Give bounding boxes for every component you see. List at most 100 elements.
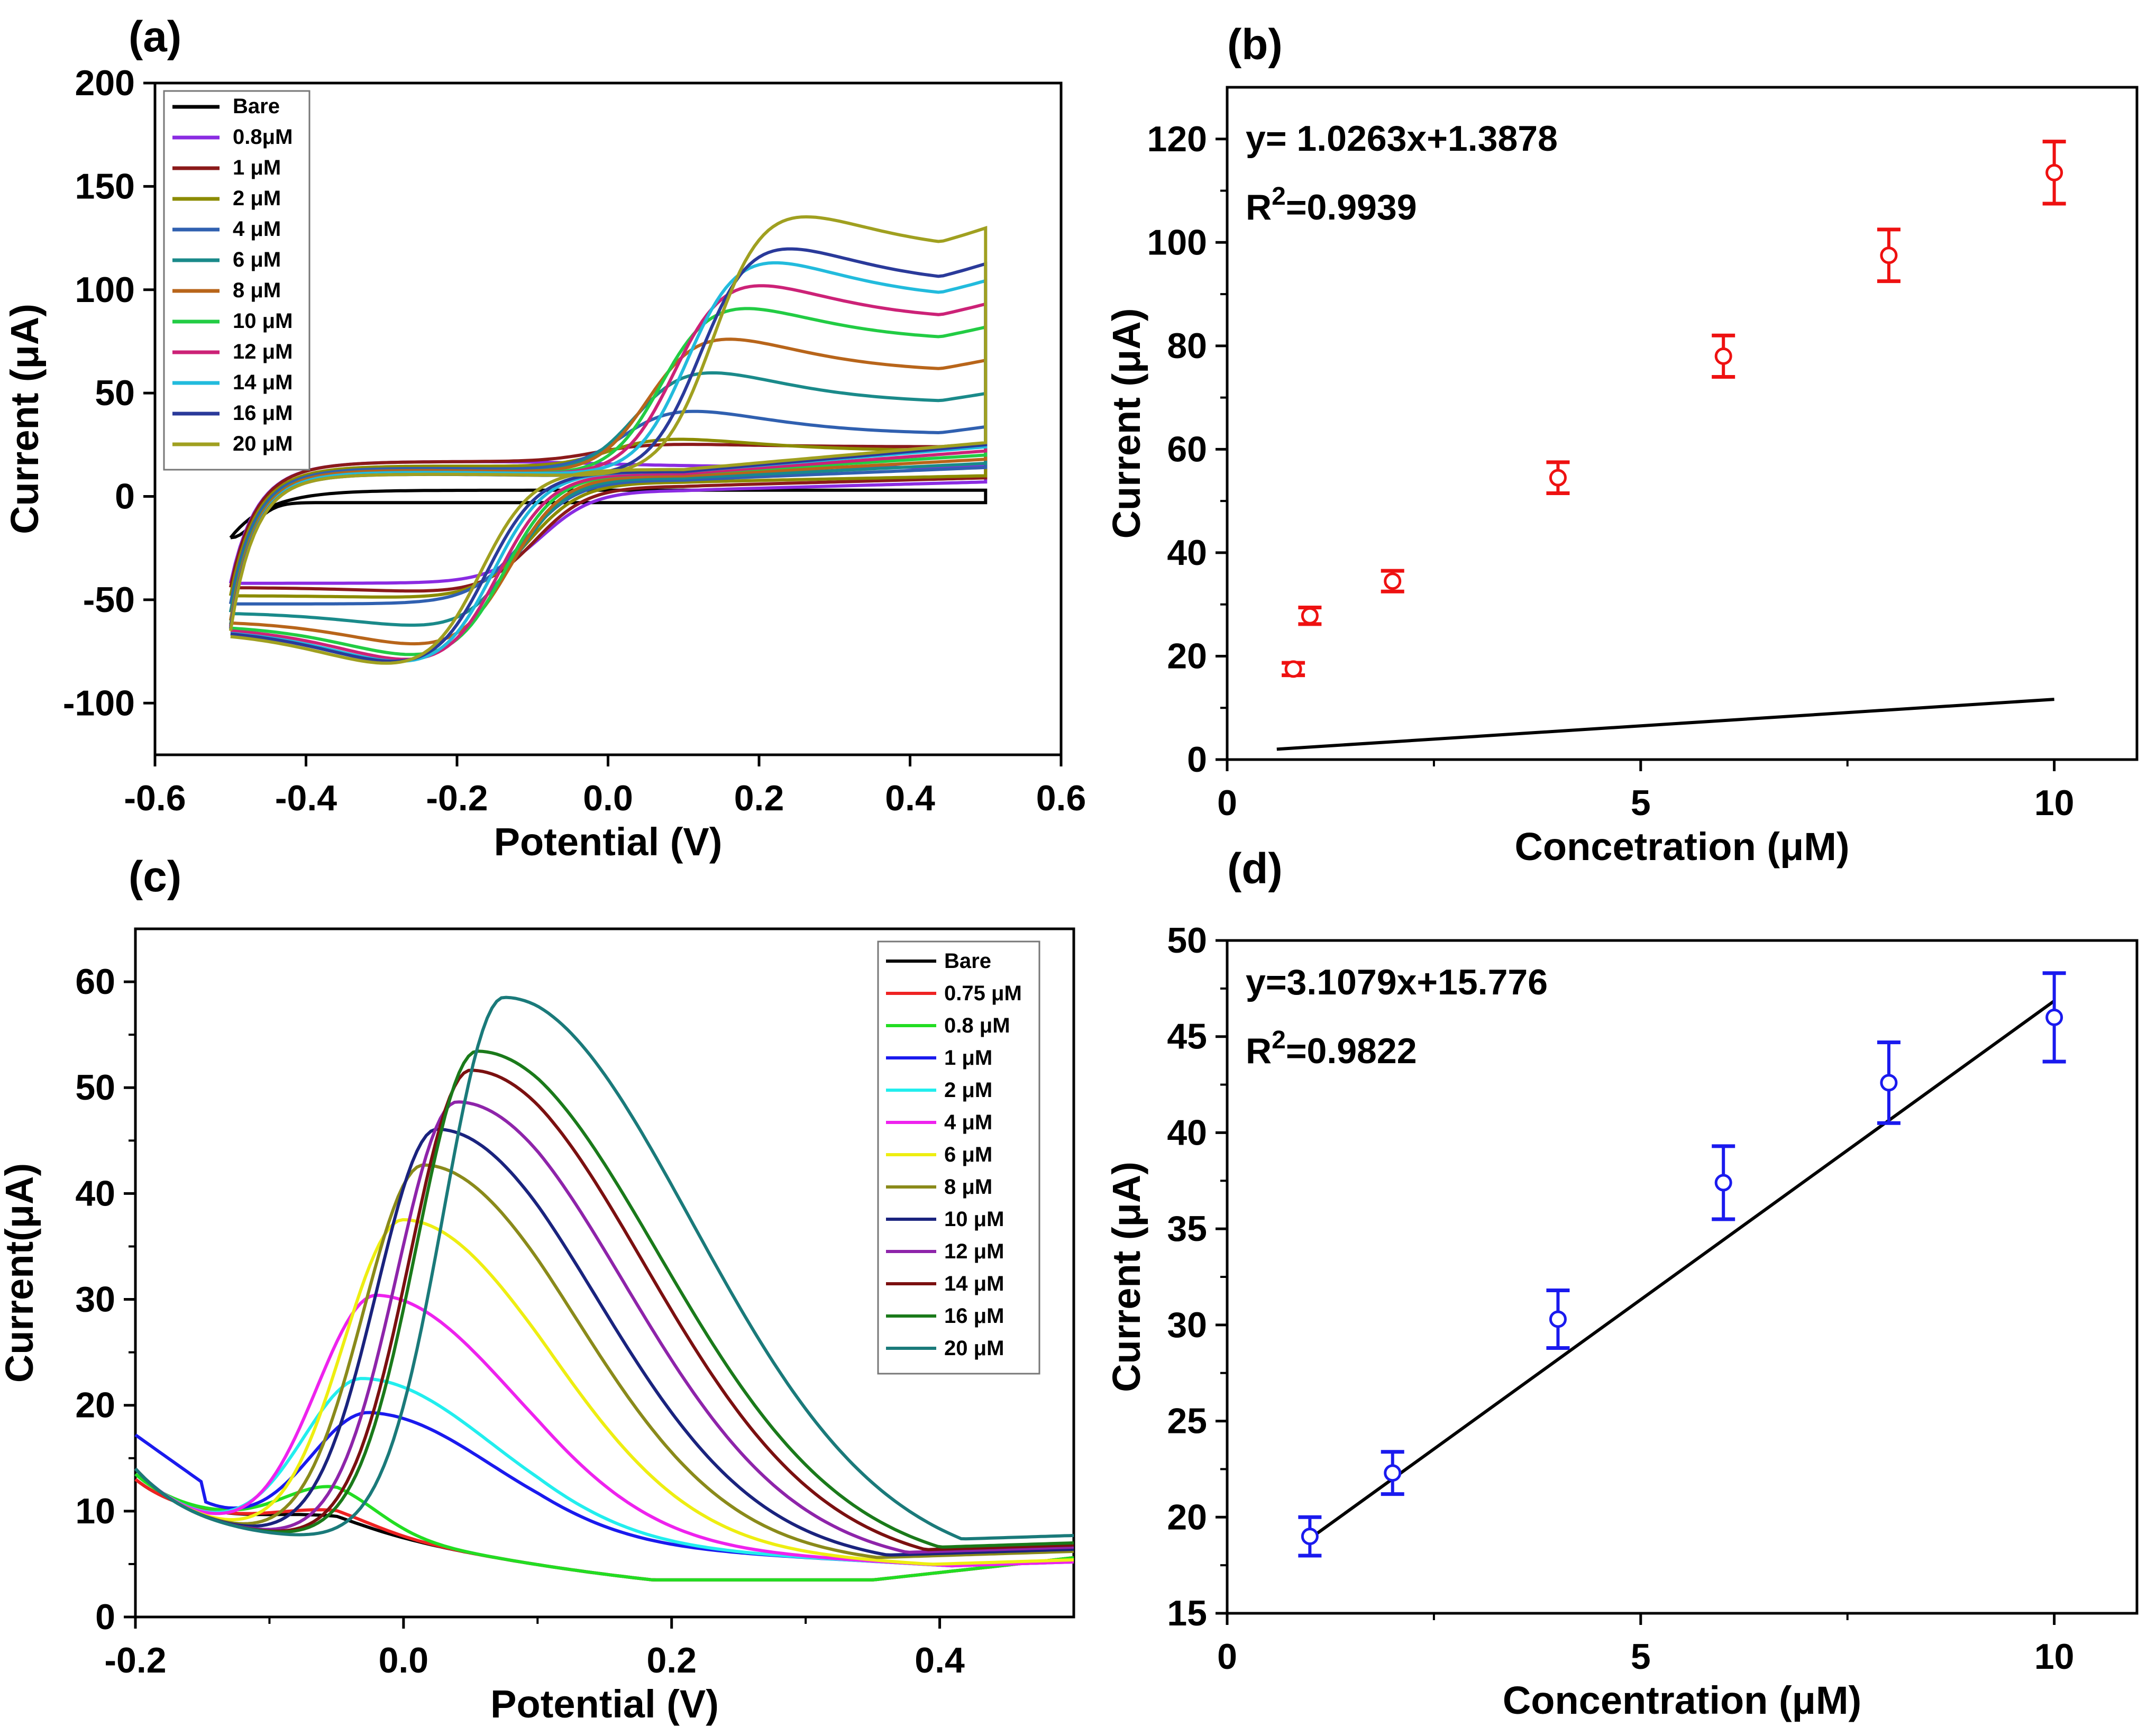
data-marker (2045, 163, 2063, 181)
dpv-curve (134, 1411, 1074, 1568)
dpv-curve (134, 1049, 1074, 1549)
y-tick-label: 200 (75, 63, 135, 103)
x-tick-label: 0.0 (379, 1640, 429, 1680)
panel-3: 0 5 10 15 20 25 30 35 40 45 50 Concentration (μM) Cu… (1104, 845, 2139, 1722)
legend-label: 20 μM (233, 432, 293, 455)
y-axis-label: Current(μA) (0, 1163, 41, 1383)
data-point-2 (1546, 1288, 1570, 1350)
data-point-1 (1298, 606, 1322, 626)
y-axis-label: Current (μA) (1104, 1162, 1148, 1392)
cv-curve (229, 371, 988, 627)
data-marker (1549, 469, 1567, 487)
y-tick-label: 60 (75, 962, 115, 1002)
y-tick-label: 0 (115, 477, 135, 517)
data-point-4 (1877, 1040, 1901, 1125)
data-marker (2045, 1008, 2063, 1026)
r-squared-superscript: 2 (1272, 1026, 1286, 1054)
y-tick-label: 25 (1167, 1401, 1207, 1441)
legend: Bare 0.75 μM 0.8 μM 1 μM 2 μM 4 μM 6 μM 8 μM 10 … (877, 940, 1040, 1375)
x-tick-label: 0.2 (646, 1640, 697, 1680)
data-point-3 (1546, 460, 1570, 495)
panel-0: -0.6 -0.4 -0.2 0.0 0.2 0.4 0.6 -100 -50 0 50 100 150… (3, 13, 1086, 864)
dpv-curve (134, 1127, 1074, 1557)
y-tick-label: 35 (1167, 1209, 1207, 1249)
y-tick-label: 20 (75, 1385, 115, 1426)
legend-label: 1 μM (233, 156, 281, 179)
fit-equation: y=3.1079x+15.776 (1246, 962, 1548, 1002)
y-tick-label: 0 (1187, 739, 1207, 780)
legend-label: 2 μM (233, 187, 281, 210)
r-squared-value: =0.9939 (1286, 187, 1417, 227)
x-tick-label: -0.2 (104, 1640, 166, 1680)
x-axis-label: Concetration (μM) (1514, 825, 1849, 869)
cv-curve (229, 409, 988, 606)
legend-frame (877, 940, 1040, 1375)
y-tick-label: 80 (1167, 326, 1207, 366)
r-squared: R2=0.9822 (1246, 1026, 1417, 1071)
r-squared-value: =0.9822 (1286, 1031, 1417, 1071)
legend-label: 4 μM (233, 217, 281, 241)
dpv-curve (134, 1163, 1074, 1559)
data-point-6 (2042, 140, 2066, 206)
legend-label: 20 μM (944, 1337, 1004, 1360)
data-marker (1549, 1310, 1567, 1328)
panel-2: -0.2 0.0 0.2 0.4 0 10 20 30 40 50 60 Potential (V) C… (0, 853, 1075, 1726)
y-tick-label: 50 (95, 373, 135, 413)
panel-label: (d) (1227, 845, 1283, 893)
x-axis-label: Potential (V) (490, 1682, 719, 1726)
legend-label: 6 μM (233, 248, 281, 271)
y-tick-label: 150 (75, 166, 135, 206)
x-axis-label: Potential (V) (494, 820, 723, 864)
data-point-2 (1381, 569, 1404, 593)
legend-label: 2 μM (944, 1079, 992, 1102)
legend-label: 0.8μM (233, 125, 293, 149)
legend-label: Bare (233, 95, 280, 118)
y-axis-label: Current (μA) (3, 304, 47, 534)
data-marker (1714, 347, 1732, 365)
plot-frame (1226, 86, 2139, 761)
x-tick-label: 10 (2034, 1637, 2075, 1677)
x-tick-label: 0.6 (1036, 778, 1086, 818)
x-tick-label: -0.6 (124, 778, 186, 818)
fit-equation: y= 1.0263x+1.3878 (1246, 118, 1558, 159)
legend-label: 4 μM (944, 1111, 992, 1134)
y-tick-label: 0 (95, 1597, 115, 1637)
r-squared-superscript: 2 (1272, 182, 1286, 211)
y-tick-label: 15 (1167, 1593, 1207, 1633)
data-marker (1301, 607, 1319, 625)
data-marker (1384, 572, 1402, 590)
legend-label: Bare (944, 949, 991, 973)
y-tick-label: 20 (1167, 1497, 1207, 1537)
panel-label: (b) (1227, 21, 1283, 69)
legend-label: 12 μM (233, 340, 293, 363)
y-axis-label: Current (μA) (1104, 308, 1148, 539)
cv-curve (229, 215, 988, 665)
data-marker (1714, 1174, 1732, 1192)
r-squared: R2=0.9939 (1246, 182, 1417, 227)
x-tick-label: 0.4 (885, 778, 935, 818)
fit-line (1309, 999, 2055, 1540)
y-tick-label: 120 (1147, 119, 1207, 159)
x-tick-label: 5 (1631, 1637, 1651, 1677)
y-tick-label: 50 (75, 1067, 115, 1108)
x-tick-label: 0 (1217, 783, 1237, 823)
y-tick-label: 40 (1167, 1112, 1207, 1153)
legend-label: 10 μM (944, 1208, 1004, 1231)
x-tick-label: -0.2 (426, 778, 488, 818)
y-tick-label: -100 (63, 683, 135, 723)
data-marker (1880, 1074, 1898, 1092)
data-marker (1880, 246, 1898, 264)
legend-label: 14 μM (944, 1272, 1004, 1295)
y-tick-label: 10 (75, 1491, 115, 1531)
data-point-3 (1712, 1144, 1735, 1221)
y-tick-label: 20 (1167, 636, 1207, 676)
panel-label: (c) (129, 853, 181, 901)
y-tick-label: 50 (1167, 920, 1207, 961)
data-point-0 (1282, 660, 1305, 678)
panel-label: (a) (129, 13, 181, 61)
legend-label: 16 μM (944, 1304, 1004, 1328)
legend-label: 1 μM (944, 1046, 992, 1070)
x-tick-label: 0.2 (734, 778, 784, 818)
legend: Bare 0.8μM 1 μM 2 μM 4 μM 6 μM 8 μM 10 μM 12 μM 1… (163, 90, 310, 471)
